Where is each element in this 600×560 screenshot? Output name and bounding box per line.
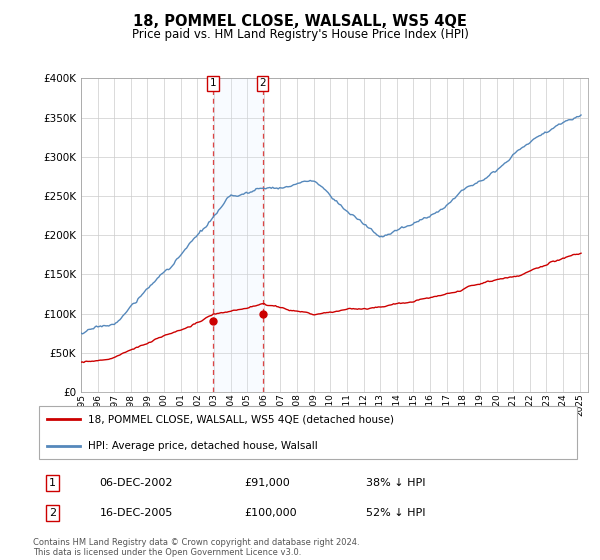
- Text: 18, POMMEL CLOSE, WALSALL, WS5 4QE: 18, POMMEL CLOSE, WALSALL, WS5 4QE: [133, 14, 467, 29]
- Text: 1: 1: [209, 78, 216, 88]
- Text: 2: 2: [259, 78, 266, 88]
- Text: 06-DEC-2002: 06-DEC-2002: [100, 478, 173, 488]
- Text: 38% ↓ HPI: 38% ↓ HPI: [366, 478, 425, 488]
- Text: £91,000: £91,000: [244, 478, 290, 488]
- Text: 1: 1: [49, 478, 56, 488]
- Text: 2: 2: [49, 508, 56, 518]
- Text: 18, POMMEL CLOSE, WALSALL, WS5 4QE (detached house): 18, POMMEL CLOSE, WALSALL, WS5 4QE (deta…: [89, 414, 395, 424]
- Text: HPI: Average price, detached house, Walsall: HPI: Average price, detached house, Wals…: [89, 441, 318, 451]
- FancyBboxPatch shape: [38, 406, 577, 459]
- Text: Price paid vs. HM Land Registry's House Price Index (HPI): Price paid vs. HM Land Registry's House …: [131, 28, 469, 41]
- Text: 52% ↓ HPI: 52% ↓ HPI: [366, 508, 425, 518]
- Text: 16-DEC-2005: 16-DEC-2005: [100, 508, 173, 518]
- Text: Contains HM Land Registry data © Crown copyright and database right 2024.
This d: Contains HM Land Registry data © Crown c…: [33, 538, 359, 557]
- Bar: [212, 78, 263, 392]
- Text: £100,000: £100,000: [244, 508, 296, 518]
